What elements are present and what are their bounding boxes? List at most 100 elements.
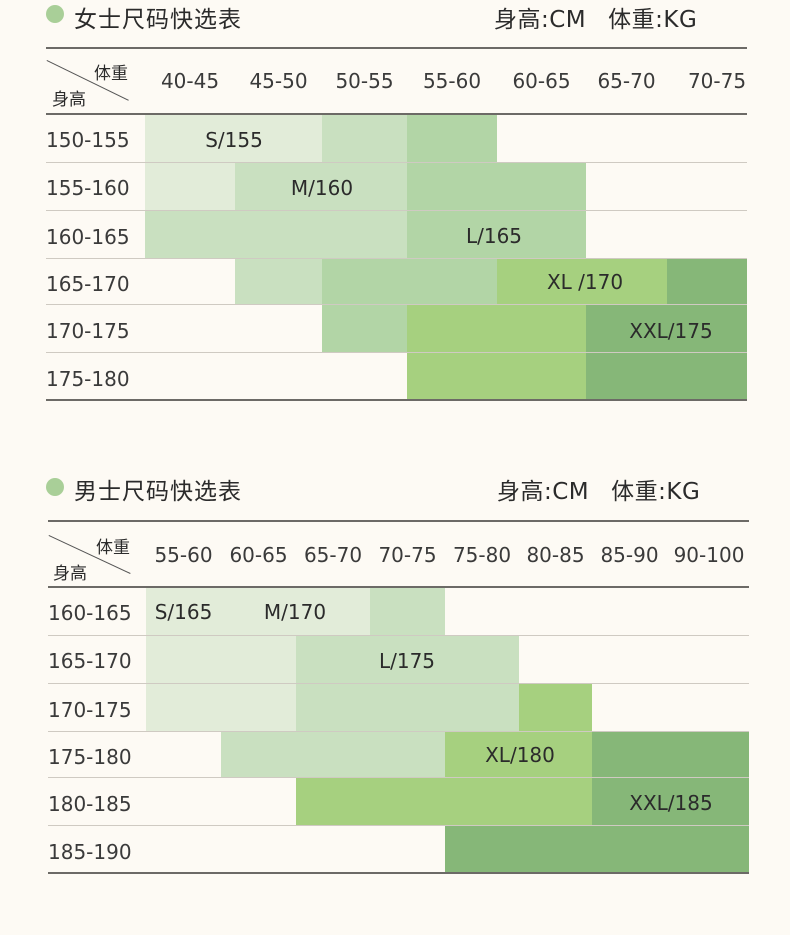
men-size-cell <box>370 588 445 635</box>
size-label-m: M/160 <box>290 176 354 200</box>
women-row-header: 150-155 <box>46 128 130 152</box>
row-rule <box>48 825 749 826</box>
women-size-cell <box>407 115 497 162</box>
men-size-cell <box>296 778 592 825</box>
header-rule <box>46 113 747 115</box>
women-size-cell <box>407 211 586 258</box>
women-size-cell <box>322 305 407 352</box>
weight-unit: 体重:KG <box>611 479 701 505</box>
men-col-header: 90-100 <box>673 543 745 567</box>
men-chart-title: 男士尺码快选表 <box>74 479 242 505</box>
bullet-dot-icon <box>46 478 64 496</box>
corner-weight-label: 体重 <box>96 538 130 558</box>
men-size-cell <box>146 684 296 731</box>
size-label-xxl: XXL/175 <box>629 319 713 343</box>
women-size-cell <box>322 115 407 162</box>
men-col-header: 80-85 <box>526 543 585 567</box>
size-label-xxl: XXL/185 <box>629 791 713 815</box>
men-col-header: 65-70 <box>303 543 363 567</box>
weight-unit: 体重:KG <box>608 7 698 33</box>
women-size-cell <box>407 163 586 210</box>
table-top-rule <box>46 47 747 49</box>
size-label-m: M/170 <box>263 600 327 624</box>
men-size-cell <box>519 684 592 731</box>
size-label-l: L/175 <box>378 649 436 673</box>
women-size-cell <box>586 353 747 400</box>
header-rule <box>48 586 749 588</box>
women-row-header: 160-165 <box>46 225 130 249</box>
table-bottom-rule <box>48 872 749 874</box>
row-rule <box>46 304 747 305</box>
men-col-header: 70-75 <box>378 543 437 567</box>
row-rule <box>46 258 747 259</box>
women-col-header: 65-70 <box>597 69 656 93</box>
men-row-header: 175-180 <box>48 745 132 769</box>
men-size-cell <box>146 636 296 683</box>
women-size-cell <box>407 305 586 352</box>
row-rule <box>48 635 749 636</box>
women-col-header: 45-50 <box>249 69 308 93</box>
men-units: 身高:CM 体重:KG <box>497 472 700 506</box>
corner-weight-label: 体重 <box>94 64 128 84</box>
size-label-xl: XL /170 <box>546 270 624 294</box>
women-col-header: 70-75 <box>687 69 747 93</box>
row-rule <box>48 683 749 684</box>
women-size-cell <box>145 211 407 258</box>
men-size-cell <box>592 778 749 825</box>
men-size-cell <box>221 732 445 777</box>
women-size-table: 体重 身高 40-45 45-50 50-55 55-60 60-65 65-7… <box>0 0 790 420</box>
corner-height-label: 身高 <box>52 90 86 110</box>
men-size-cell <box>592 732 749 777</box>
men-size-cell <box>445 826 749 872</box>
men-col-header: 60-65 <box>229 543 288 567</box>
women-units: 身高:CM 体重:KG <box>494 0 697 34</box>
men-size-cell <box>296 684 519 731</box>
men-col-header: 75-80 <box>452 543 512 567</box>
women-col-header: 60-65 <box>512 69 571 93</box>
row-rule <box>46 352 747 353</box>
women-size-cell <box>497 259 667 304</box>
height-unit: 身高:CM <box>497 479 590 505</box>
men-row-header: 170-175 <box>48 698 132 722</box>
men-col-header: 55-60 <box>154 543 213 567</box>
men-size-cell <box>296 636 519 683</box>
women-row-header: 165-170 <box>46 272 130 296</box>
size-label-s: S/165 <box>154 600 213 624</box>
table-bottom-rule <box>46 399 747 401</box>
table-top-rule <box>48 520 749 522</box>
men-row-header: 165-170 <box>48 649 132 673</box>
women-size-cell <box>322 259 497 304</box>
men-size-cell <box>146 588 221 635</box>
men-size-cell <box>445 732 592 777</box>
men-col-header: 85-90 <box>600 543 659 567</box>
size-label-s: S/155 <box>205 128 263 152</box>
women-size-cell <box>235 259 322 304</box>
women-size-cell <box>235 163 407 210</box>
women-size-cell <box>145 115 322 162</box>
women-title-row: 女士尺码快选表 身高:CM 体重:KG <box>0 0 790 40</box>
bullet-dot-icon <box>46 5 64 23</box>
row-rule <box>48 731 749 732</box>
men-row-header: 185-190 <box>48 840 132 864</box>
men-row-header: 160-165 <box>48 601 132 625</box>
row-rule <box>46 162 747 163</box>
row-rule <box>48 777 749 778</box>
women-row-header: 170-175 <box>46 319 130 343</box>
women-col-header: 50-55 <box>335 69 394 93</box>
men-row-header: 180-185 <box>48 792 132 816</box>
women-size-cell <box>145 163 235 210</box>
women-size-cell <box>407 353 586 400</box>
women-col-header: 55-60 <box>422 69 482 93</box>
height-unit: 身高:CM <box>494 7 587 33</box>
size-label-l: L/165 <box>465 224 523 248</box>
women-row-header: 155-160 <box>46 176 130 200</box>
corner-height-label: 身高 <box>53 564 87 584</box>
row-rule <box>46 210 747 211</box>
men-title-row: 男士尺码快选表 身高:CM 体重:KG <box>0 472 790 512</box>
women-size-cell <box>586 305 747 352</box>
women-row-header: 175-180 <box>46 367 130 391</box>
size-label-xl: XL/180 <box>485 743 555 767</box>
women-col-header: 40-45 <box>160 69 220 93</box>
women-chart-title: 女士尺码快选表 <box>74 7 242 33</box>
